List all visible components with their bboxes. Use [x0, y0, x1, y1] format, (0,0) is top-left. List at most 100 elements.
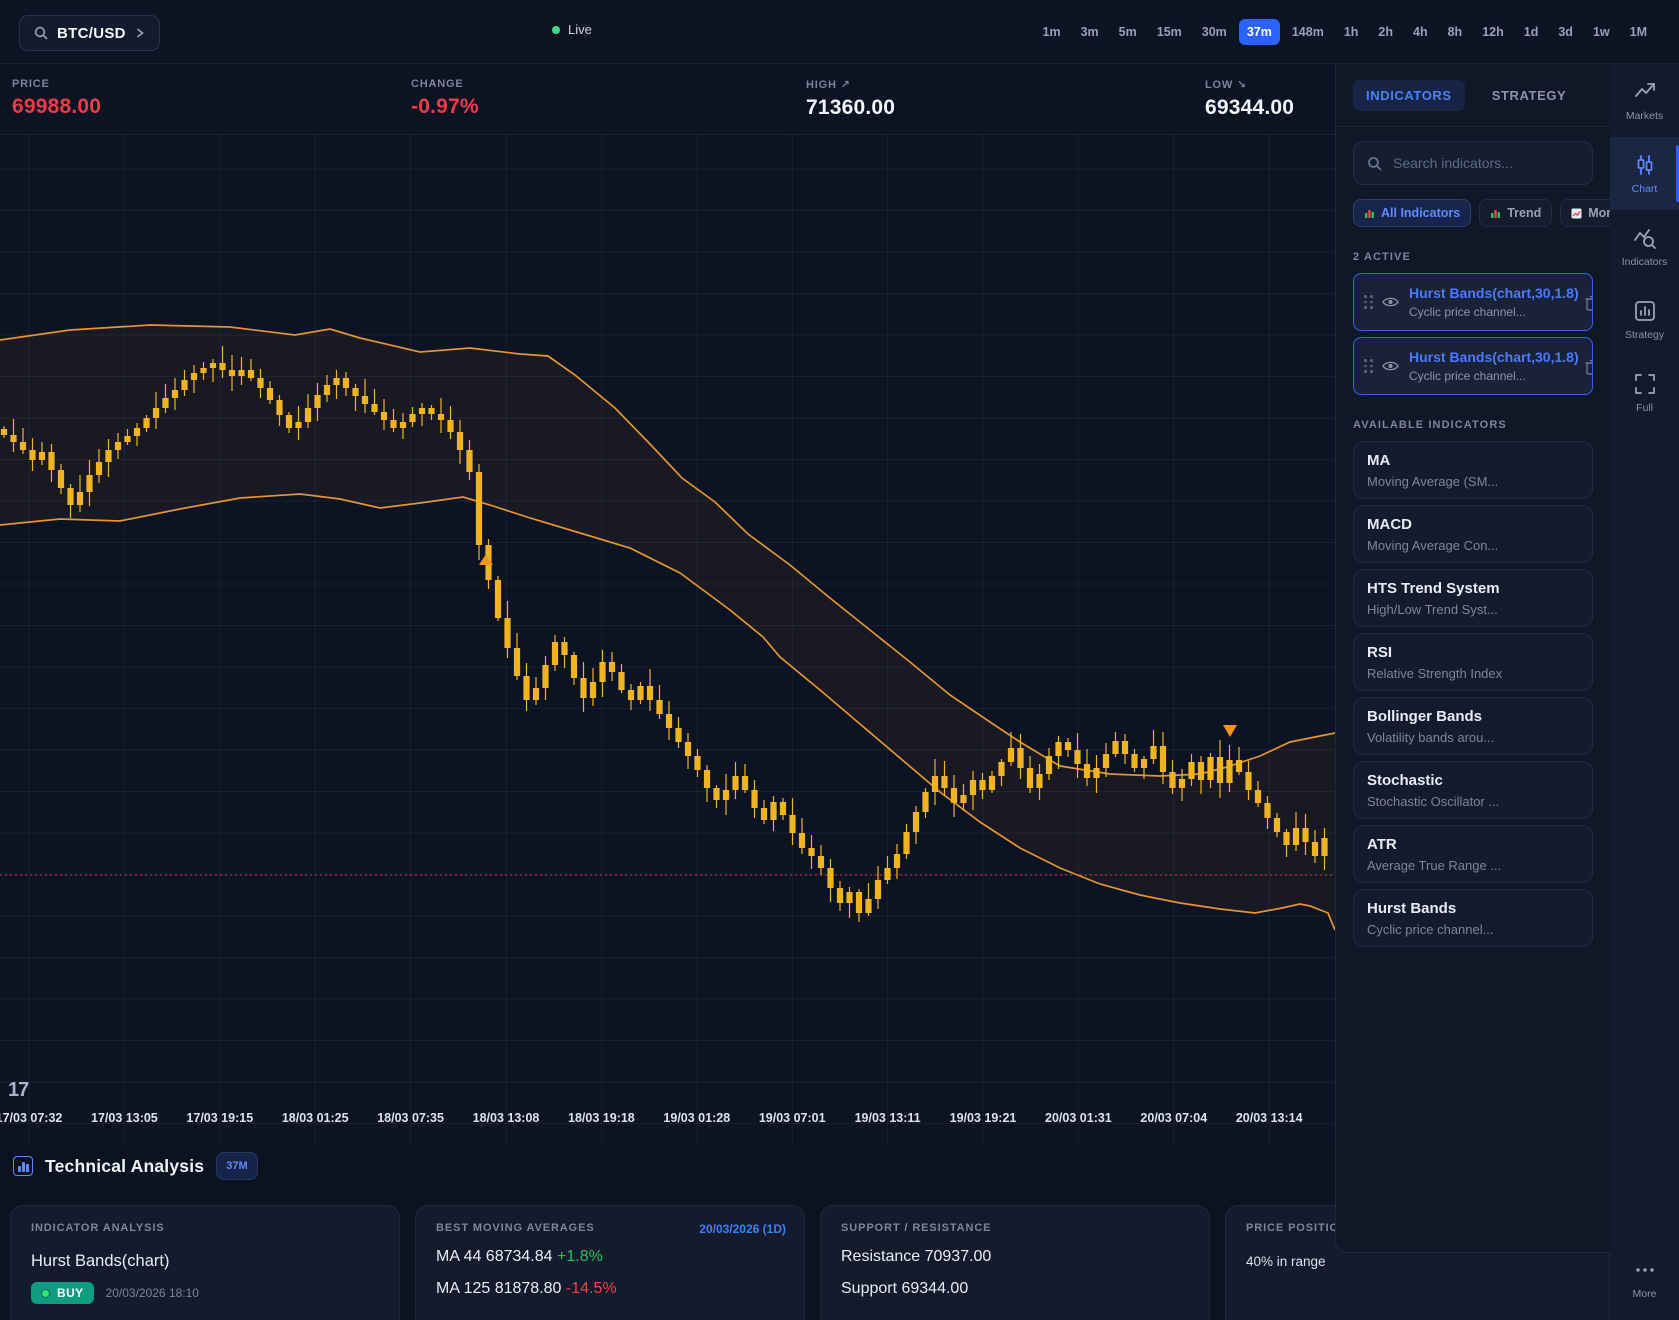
indicator-description: Average True Range ...	[1367, 858, 1502, 873]
available-indicator-hurst-bands[interactable]: Hurst Bands Cyclic price channel...	[1353, 889, 1593, 947]
timeframe-button-12h[interactable]: 12h	[1482, 25, 1504, 39]
candle-body	[10, 435, 17, 442]
drag-handle-icon[interactable]	[1364, 295, 1373, 309]
candle-body	[950, 788, 958, 803]
candle-body	[751, 790, 758, 808]
card-header: PRICE POSITION	[1246, 1222, 1348, 1234]
candle-body	[1074, 750, 1081, 764]
sell-marker-icon[interactable]	[1223, 725, 1237, 737]
search-icon	[34, 26, 48, 40]
candle-body	[1321, 838, 1328, 856]
sidebar-item-label: More	[1632, 1287, 1657, 1300]
candle-body	[665, 714, 673, 728]
x-axis-label: 17/03 07:32	[0, 1111, 62, 1125]
timeframe-button-1d[interactable]: 1d	[1523, 25, 1539, 39]
active-indicator-card[interactable]: Hurst Bands(chart,30,1.8) Cyclic price ch…	[1353, 273, 1593, 331]
candle-body	[1064, 742, 1072, 750]
eye-icon[interactable]	[1382, 296, 1399, 308]
timeframe-button-5m[interactable]: 5m	[1118, 25, 1137, 39]
candle-body	[295, 422, 302, 428]
x-axis-label: 17/03 19:15	[186, 1111, 253, 1125]
candle-body	[304, 408, 312, 422]
candle-body	[114, 442, 122, 450]
timeframe-button-15m[interactable]: 15m	[1156, 25, 1182, 39]
x-axis-label: 18/03 07:35	[377, 1111, 444, 1125]
candle-body	[1292, 828, 1300, 845]
sidebar-item-markets[interactable]: Markets	[1610, 64, 1679, 137]
eye-icon[interactable]	[1382, 360, 1399, 372]
candle-body	[1216, 757, 1224, 783]
active-indicator-texts: Hurst Bands(chart,30,1.8) Cyclic price ch…	[1409, 285, 1579, 319]
filter-chip-all-indicators[interactable]: All Indicators	[1353, 199, 1472, 227]
timeframe-button-4h[interactable]: 4h	[1413, 25, 1428, 39]
bar-chart-icon	[13, 1156, 33, 1176]
candle-body	[675, 728, 682, 742]
stat-high-value: 71360.00	[806, 96, 896, 119]
candle-body	[1026, 768, 1034, 788]
timeframe-button-1M[interactable]: 1M	[1629, 25, 1647, 39]
active-indicator-subtitle: Cyclic price channel...	[1409, 305, 1526, 319]
timeframe-button-2h[interactable]: 2h	[1378, 25, 1394, 39]
available-indicator-rsi[interactable]: RSI Relative Strength Index	[1353, 633, 1593, 691]
available-indicator-atr[interactable]: ATR Average True Range ...	[1353, 825, 1593, 883]
bar-chart-icon	[1365, 209, 1374, 218]
candle-body	[589, 682, 597, 698]
indicators-panel: INDICATORS STRATEGY Search indicators... …	[1335, 64, 1610, 1253]
candle-body	[95, 462, 103, 475]
candle-body	[1055, 742, 1062, 756]
timeframe-button-1w[interactable]: 1w	[1592, 25, 1610, 39]
indicator-description: Cyclic price channel...	[1367, 922, 1494, 937]
panel-tab-indicators[interactable]: INDICATORS	[1353, 79, 1465, 111]
sidebar-item-full[interactable]: Full	[1610, 356, 1679, 429]
candle-body	[466, 450, 473, 472]
sidebar-item-indicators[interactable]: Indicators	[1610, 210, 1679, 283]
available-indicator-stochastic[interactable]: Stochastic Stochastic Oscillator ...	[1353, 761, 1593, 819]
x-axis-label: 20/03 01:31	[1045, 1111, 1112, 1125]
top-bar: BTC/USD Live 1m 3m 5m 15m 30m 37m 148m 1h 2h 4h 8h…	[0, 0, 1679, 64]
sidebar-item-strategy[interactable]: Strategy	[1610, 283, 1679, 356]
candle-body	[960, 795, 967, 803]
timeframe-button-1h[interactable]: 1h	[1343, 25, 1359, 39]
candle-body	[124, 436, 131, 442]
timeframe-button-3d[interactable]: 3d	[1558, 25, 1573, 39]
x-axis-label: 19/03 07:01	[759, 1111, 826, 1125]
timeframe-button-37m[interactable]: 37m	[1238, 19, 1280, 45]
available-indicator-bollinger-bands[interactable]: Bollinger Bands Volatility bands arou...	[1353, 697, 1593, 755]
trash-icon[interactable]	[1585, 359, 1593, 375]
indicator-name: ATR	[1367, 836, 1397, 853]
symbol-selector-button[interactable]: BTC/USD	[19, 15, 160, 51]
timeframe-button-30m[interactable]: 30m	[1201, 25, 1227, 39]
indicator-description: Stochastic Oscillator ...	[1367, 794, 1500, 809]
candle-body	[19, 442, 27, 450]
available-indicator-ma[interactable]: MA Moving Average (SM...	[1353, 441, 1593, 499]
timeframe-button-1m[interactable]: 1m	[1042, 25, 1061, 39]
candle-body	[1235, 760, 1243, 772]
panel-tab-strategy[interactable]: STRATEGY	[1491, 87, 1567, 103]
timeframe-button-148m[interactable]: 148m	[1291, 25, 1324, 39]
active-indicator-card[interactable]: Hurst Bands(chart,30,1.8) Cyclic price ch…	[1353, 337, 1593, 395]
timeframe-button-8h[interactable]: 8h	[1447, 25, 1463, 39]
available-indicators-list: MA Moving Average (SM... MACD Moving Averag…	[1353, 441, 1593, 947]
sidebar-item-chart[interactable]: Chart	[1610, 137, 1679, 210]
available-indicator-macd[interactable]: MACD Moving Average Con...	[1353, 505, 1593, 563]
trash-icon[interactable]	[1585, 295, 1593, 311]
candlestick-chart[interactable]: 17/03 07:32 17/03 13:05 17/03 19:15 18/03 0…	[0, 127, 1336, 1145]
available-indicator-hts-trend-system[interactable]: HTS Trend System High/Low Trend Syst...	[1353, 569, 1593, 627]
candle-body	[523, 676, 530, 700]
buy-marker-icon[interactable]	[479, 554, 493, 565]
sidebar-item-more[interactable]: More	[1610, 1242, 1679, 1315]
candle-body	[941, 776, 948, 788]
drag-handle-icon[interactable]	[1364, 359, 1373, 373]
filter-chip-trend[interactable]: Trend	[1479, 199, 1553, 227]
filter-chip-momentum[interactable]: Momentum	[1560, 199, 1610, 227]
candle-body	[342, 378, 350, 388]
candle-body	[922, 792, 929, 812]
timeframe-button-3m[interactable]: 3m	[1080, 25, 1099, 39]
candle-body	[200, 368, 207, 373]
candle-body	[770, 802, 777, 820]
candle-body	[846, 892, 853, 903]
indicator-description: Relative Strength Index	[1367, 666, 1503, 681]
candle-body	[181, 380, 188, 390]
indicator-search-input[interactable]: Search indicators...	[1353, 141, 1593, 185]
candle-body	[1007, 748, 1015, 762]
